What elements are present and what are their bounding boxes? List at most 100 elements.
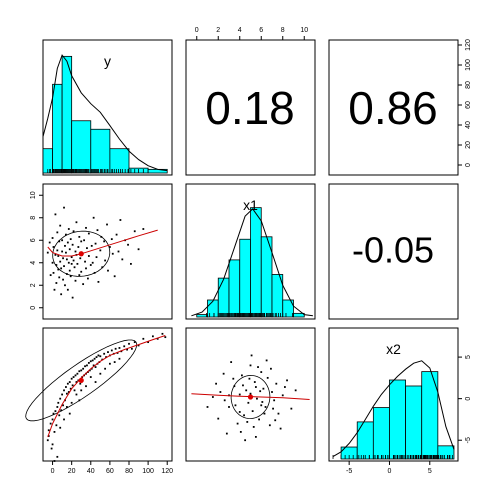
scatter-x1-x2-point [254, 435, 257, 438]
hist-bar-y [61, 55, 73, 174]
scatter-y-x2-point [99, 355, 102, 358]
scatter-x1-x2-point [247, 401, 250, 404]
left-axis-x1-tick-label: 6 [30, 238, 37, 242]
scatter-y-x1-point [103, 240, 106, 243]
panel-borders [42, 39, 459, 462]
scatter-y-x2-point [46, 439, 49, 442]
scatter-y-x2-point [70, 401, 73, 404]
scatter-y-x1-point [104, 259, 107, 262]
scatter-y-x2-point [94, 366, 97, 368]
scatter-y-x1-point [74, 279, 77, 282]
scatter-y-x1-point [74, 250, 77, 253]
scatter-x1-x2-point [262, 387, 265, 390]
top-axis-x1-tick-label: 4 [238, 27, 242, 34]
top-axis-x1-tick-label: 0 [195, 27, 199, 34]
top-axis-x1-tick-label: 8 [281, 27, 285, 34]
panel-border-x1-x2 [328, 183, 459, 320]
scatter-y-x1-point [59, 260, 62, 263]
scatter-y-x1-point [52, 271, 55, 274]
scatter-y-x2-point [89, 376, 92, 378]
hist-bar-x1 [217, 277, 230, 318]
scatter-y-x2-point [88, 369, 91, 372]
right-axis-y-tick-label: 40 [465, 121, 472, 129]
scatter-y-x1-point [72, 230, 75, 233]
scatter-y-x2-point [93, 357, 96, 360]
scatter-y-x1-point [99, 249, 102, 252]
scatter-y-x2-point [77, 379, 80, 382]
scatter-y-x2-point [54, 410, 57, 413]
scatter-y-x1-point [61, 250, 64, 253]
scatter-x1-x2-point [286, 379, 288, 382]
scatter-y-x2-point [147, 341, 150, 344]
scatter-y-x2-point [126, 348, 128, 351]
scatter-y-x2-point [128, 342, 130, 345]
scatter-y-x2-point [61, 393, 64, 396]
scatter-y-x1-point [46, 251, 49, 254]
scatter-x1-x2-point [260, 371, 263, 373]
scatter-y-x2-point [118, 357, 121, 360]
scatter-y-x2-point [62, 404, 64, 407]
right-axis-y-tick-label: 60 [465, 101, 472, 109]
scatter-x1-x2-point [273, 399, 276, 402]
scatter-x1-x2-point [279, 427, 282, 430]
scatter-y-x2-point [68, 381, 71, 383]
scatter-y-x1-point [58, 240, 61, 243]
scatter-y-x2-point [114, 347, 117, 350]
scatter-y-x1-point [54, 253, 57, 256]
scatter-y-x2-point [90, 367, 93, 370]
bottom-axis-y-tick-label: 100 [142, 468, 154, 475]
scatter-y-x2-point [99, 372, 102, 375]
scatter-y-x2-point [74, 374, 77, 377]
scatter-y-x2-point [94, 381, 97, 383]
panel-border-x2-y [42, 327, 173, 462]
scatter-y-x1-point [63, 206, 65, 209]
scatter-y-x2-point [59, 426, 62, 429]
scatter-y-x1-point [84, 260, 86, 263]
scatter-y-x2-point [47, 435, 50, 437]
scatter-x1-x2-point [236, 422, 239, 425]
bottom-axis-x2-tick-label: -5 [346, 468, 352, 475]
scatter-x1-x2-point [217, 417, 220, 420]
panel-border-y-x2 [328, 39, 459, 176]
top-axis-x1-tick-label: 6 [259, 27, 263, 34]
scatter-y-x2-point [92, 364, 95, 367]
scatter-y-x1-point [68, 269, 71, 272]
hist-bar-y [52, 83, 63, 174]
hist-bar-x2 [405, 385, 423, 460]
scatter-x1-x2-point [254, 386, 257, 388]
hist-bar-x1 [239, 238, 251, 318]
hist-bar-x1 [228, 259, 241, 318]
scatter-y-x1-point [59, 224, 62, 227]
scatter-x1-x2-ellipse [230, 374, 271, 420]
scatter-y-x1-point [107, 269, 109, 272]
scatter-y-x2-point [156, 337, 159, 340]
scatter-y-x2-point [63, 418, 65, 421]
scatter-x1-x2-point [222, 372, 225, 375]
scatter-x1-x2-point [234, 404, 237, 407]
scatter-y-x1-point [61, 239, 64, 242]
scatter-x1-x2-point [206, 406, 209, 408]
scatter-y-x1-point [85, 226, 87, 229]
right-axis-y-tick-label: 120 [465, 39, 472, 51]
scatter-y-x1-point [111, 252, 114, 255]
scatter-y-x1-point [65, 258, 68, 261]
scatter-y-x1-point [108, 246, 111, 248]
hist-bar-x2 [372, 407, 390, 460]
scatter-y-x1-point [51, 237, 54, 239]
scatter-y-x1-point [63, 265, 65, 268]
scatter-y-x1-point [130, 262, 132, 265]
scatter-y-x1-point [55, 282, 58, 284]
scatter-x1-x2-point [252, 426, 255, 428]
scatter-y-x2-point [137, 344, 140, 347]
hist-bar-x1 [282, 299, 294, 318]
scatter-y-x2-point [86, 364, 88, 367]
scatter-x1-x2-point [241, 374, 243, 377]
scatter-x1-x2-point [232, 377, 235, 380]
scatter-y-x2-point [50, 447, 53, 450]
scatter-y-x1-point [52, 246, 55, 248]
scatter-y-x1-point [72, 259, 75, 262]
scatter-y-x1-point [64, 284, 66, 287]
scatter-x1-x2-point [294, 389, 297, 392]
bottom-axis-y-tick-label: 60 [106, 468, 114, 475]
